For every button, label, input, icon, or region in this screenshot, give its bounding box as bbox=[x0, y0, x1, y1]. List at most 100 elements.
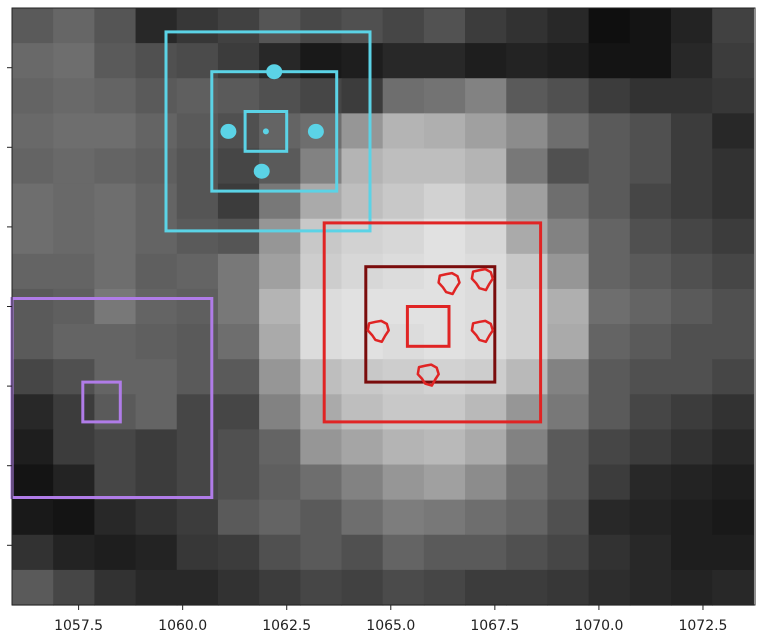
heatmap-cell bbox=[176, 218, 219, 255]
heatmap-cell bbox=[712, 569, 754, 606]
heatmap-cell bbox=[135, 288, 178, 325]
heatmap-cell bbox=[629, 218, 672, 255]
heatmap-cell bbox=[506, 113, 549, 150]
heatmap-cell bbox=[94, 148, 137, 185]
heatmap-cell bbox=[671, 394, 713, 431]
heatmap-cell bbox=[588, 218, 631, 255]
heatmap-cell bbox=[259, 569, 301, 606]
heatmap-cell bbox=[341, 288, 384, 325]
heatmap-cell bbox=[547, 183, 590, 220]
heatmap-cell bbox=[12, 253, 54, 290]
cyan-inner-box bbox=[243, 110, 289, 153]
heatmap-cell bbox=[465, 78, 507, 114]
heatmap-cell bbox=[94, 499, 137, 536]
heatmap-cell bbox=[341, 394, 384, 431]
heatmap-cell bbox=[423, 394, 466, 431]
heatmap-cell bbox=[547, 148, 590, 185]
heatmap-cell bbox=[300, 569, 343, 606]
heatmap-cell bbox=[465, 43, 507, 79]
heatmap-cell bbox=[382, 569, 425, 606]
heatmap-cell bbox=[506, 78, 549, 114]
heatmap-cell bbox=[465, 394, 507, 431]
heatmap-cell bbox=[629, 394, 672, 431]
cyan-dot-bottom bbox=[253, 163, 270, 179]
heatmap-cell bbox=[382, 78, 425, 114]
heatmap-cell bbox=[217, 253, 260, 290]
heatmap-cell bbox=[629, 113, 672, 150]
heatmap-cell bbox=[341, 464, 384, 501]
heatmap-cell bbox=[94, 359, 137, 395]
heatmap-cell bbox=[53, 183, 95, 220]
heatmap-cell bbox=[259, 394, 301, 431]
heatmap-cell bbox=[217, 359, 260, 395]
heatmap-cell bbox=[53, 253, 95, 290]
heatmap-cell bbox=[712, 78, 754, 114]
cyan-dot-right bbox=[307, 123, 324, 139]
heatmap-cell bbox=[12, 464, 54, 501]
heatmap-cell bbox=[94, 253, 137, 290]
heatmap-cell bbox=[629, 534, 672, 571]
heatmap-cell bbox=[135, 324, 178, 360]
heatmap-cell bbox=[671, 359, 713, 395]
heatmap-cell bbox=[94, 394, 137, 431]
heatmap-cell bbox=[300, 324, 343, 360]
heatmap-cell bbox=[671, 569, 713, 606]
heatmap-cell bbox=[12, 218, 54, 255]
heatmap-cell bbox=[341, 534, 384, 571]
heatmap-cell bbox=[671, 288, 713, 325]
heatmap-cell bbox=[382, 148, 425, 185]
heatmap-cell bbox=[217, 464, 260, 501]
heatmap-cell bbox=[53, 113, 95, 150]
heatmap-cell bbox=[629, 464, 672, 501]
heatmap-cell bbox=[588, 569, 631, 606]
heatmap-cell bbox=[671, 148, 713, 185]
heatmap-cell bbox=[547, 534, 590, 571]
red-inner-box bbox=[405, 305, 451, 348]
heatmap-cell bbox=[671, 218, 713, 255]
heatmap-cell bbox=[712, 148, 754, 185]
heatmap-cell bbox=[94, 288, 137, 325]
x-tick-label: 1057.5 bbox=[54, 618, 103, 634]
heatmap-cell bbox=[341, 253, 384, 290]
heatmap-cell bbox=[423, 183, 466, 220]
heatmap-cell bbox=[341, 8, 384, 44]
heatmap-cell bbox=[259, 183, 301, 220]
heatmap-cell bbox=[217, 569, 260, 606]
heatmap-cell bbox=[259, 464, 301, 501]
heatmap-cell bbox=[465, 113, 507, 150]
heatmap-cell bbox=[712, 464, 754, 501]
heatmap-cell bbox=[588, 429, 631, 466]
heatmap-cell bbox=[712, 288, 754, 325]
heatmap-cell bbox=[341, 113, 384, 150]
heatmap-cell bbox=[259, 359, 301, 395]
red-blob-right bbox=[470, 319, 495, 344]
heatmap-cell bbox=[712, 534, 754, 571]
heatmap-cell bbox=[547, 499, 590, 536]
heatmap-cell bbox=[423, 569, 466, 606]
heatmap-cell bbox=[217, 148, 260, 185]
heatmap-cells bbox=[12, 8, 754, 606]
heatmap-cell bbox=[341, 359, 384, 395]
heatmap-cell bbox=[671, 324, 713, 360]
heatmap-cell bbox=[588, 534, 631, 571]
heatmap-cell bbox=[341, 499, 384, 536]
heatmap-cell bbox=[465, 8, 507, 44]
heatmap-cell bbox=[629, 8, 672, 44]
heatmap-cell bbox=[341, 43, 384, 79]
heatmap-cell bbox=[94, 218, 137, 255]
red-blob-bottom bbox=[416, 363, 440, 387]
heatmap-cell bbox=[12, 499, 54, 536]
purple-inner-box bbox=[81, 380, 122, 424]
heatmap-cell bbox=[629, 499, 672, 536]
heatmap-cell bbox=[259, 8, 301, 44]
heatmap-cell bbox=[94, 569, 137, 606]
heatmap-cell bbox=[588, 183, 631, 220]
heatmap-cell bbox=[423, 113, 466, 150]
heatmap-cell bbox=[629, 183, 672, 220]
heatmap-cell bbox=[547, 43, 590, 79]
x-tick-label: 1065.0 bbox=[366, 618, 415, 634]
heatmap-cell bbox=[53, 569, 95, 606]
heatmap-cell bbox=[53, 464, 95, 501]
heatmap-cell bbox=[506, 569, 549, 606]
heatmap-cell bbox=[217, 429, 260, 466]
